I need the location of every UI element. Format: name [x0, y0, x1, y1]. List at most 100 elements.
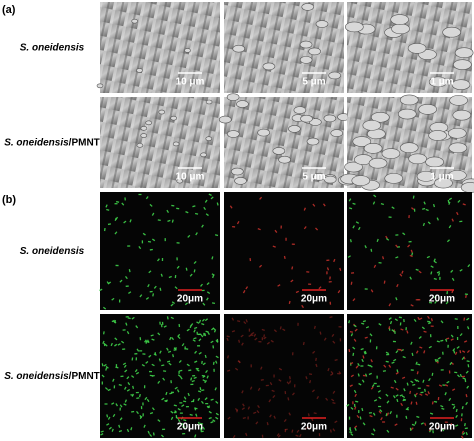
bacterium: [445, 301, 449, 305]
bacterium: [403, 388, 406, 392]
bacterium: [430, 271, 433, 275]
bacterium: [364, 336, 368, 339]
bacterium: [272, 395, 276, 399]
bacterium: [129, 219, 132, 223]
bacterium: [332, 402, 336, 404]
bacterium: [395, 350, 399, 354]
bacterium: [131, 316, 135, 320]
bacterium: [453, 350, 456, 354]
bacterium: [273, 329, 277, 333]
bacterium: [415, 401, 418, 405]
bacterium: [212, 419, 216, 422]
bacterium: [273, 415, 276, 419]
micrograph: 1 μm: [338, 94, 474, 193]
bacterium: [348, 348, 351, 353]
cell: [140, 133, 148, 138]
bacterium: [124, 369, 128, 373]
bacterium: [210, 421, 214, 424]
bacterium: [139, 294, 143, 298]
bacterium: [268, 399, 272, 403]
bacterium: [187, 392, 190, 397]
bacterium: [123, 220, 127, 224]
bacterium: [146, 398, 150, 403]
bacterium: [465, 394, 468, 398]
bacterium: [385, 393, 389, 397]
bacterium: [174, 386, 178, 390]
bacterium: [215, 360, 218, 364]
bacterium: [143, 424, 146, 428]
bacterium: [466, 360, 470, 363]
cell: [232, 44, 246, 53]
bacterium: [186, 363, 190, 367]
bacterium: [160, 434, 165, 438]
bacterium: [282, 328, 286, 332]
bacterium: [200, 425, 203, 429]
bacterium: [210, 196, 214, 200]
bacterium: [194, 350, 198, 354]
bacterium: [106, 281, 110, 285]
bacterium: [151, 374, 155, 377]
bacterium: [376, 238, 379, 243]
bacterium: [448, 397, 452, 402]
bacterium: [160, 273, 163, 277]
cell: [278, 155, 291, 164]
bacterium: [288, 300, 291, 305]
bacterium: [153, 285, 157, 289]
cell: [293, 106, 307, 114]
bacterium: [357, 226, 361, 231]
bacterium: [411, 252, 414, 256]
bacterium: [177, 418, 181, 423]
bacterium: [125, 276, 128, 280]
cell: [449, 95, 468, 106]
bacterium: [438, 384, 443, 387]
bacterium: [245, 286, 249, 290]
bacterium: [263, 334, 266, 338]
bacterium: [127, 317, 131, 320]
bacterium: [452, 405, 456, 410]
cell: [308, 47, 321, 56]
scale-bar-label: 20μm: [177, 422, 203, 433]
bacterium: [279, 326, 282, 330]
bacterium: [412, 383, 416, 386]
bacterium: [126, 331, 130, 335]
bacterium: [206, 375, 209, 379]
bacterium: [428, 377, 431, 382]
bacterium: [312, 350, 316, 354]
bacterium: [338, 371, 342, 375]
row-label: S. oneidensis/PMNT: [4, 137, 100, 148]
bacterium: [417, 316, 420, 321]
bacterium: [422, 207, 426, 210]
bacterium: [114, 217, 117, 222]
bacterium: [352, 352, 355, 356]
bacterium: [354, 427, 357, 431]
bacterium: [394, 423, 398, 426]
bacterium: [193, 329, 196, 333]
bacterium: [348, 207, 353, 210]
bacterium: [226, 335, 230, 338]
bacterium: [190, 377, 193, 381]
bacterium: [157, 332, 161, 336]
bacterium: [259, 196, 263, 200]
bacterium: [256, 410, 260, 414]
bacterium: [447, 199, 450, 204]
bacterium: [102, 331, 105, 335]
cell: [408, 153, 427, 165]
bacterium: [318, 286, 322, 290]
bacterium: [418, 336, 422, 339]
bacterium: [307, 426, 311, 430]
bacterium: [236, 409, 239, 413]
bacterium: [372, 428, 376, 432]
bacterium: [163, 325, 167, 328]
bacterium: [349, 239, 352, 243]
bacterium: [162, 377, 166, 381]
bacterium: [405, 408, 409, 411]
bacterium: [231, 330, 236, 333]
bacterium: [115, 366, 119, 369]
bacterium: [104, 387, 109, 391]
bacterium: [457, 199, 461, 203]
bacterium: [181, 422, 185, 426]
bacterium: [145, 297, 150, 300]
bacterium: [395, 244, 399, 248]
bacterium: [465, 294, 467, 299]
bacterium: [461, 356, 465, 361]
